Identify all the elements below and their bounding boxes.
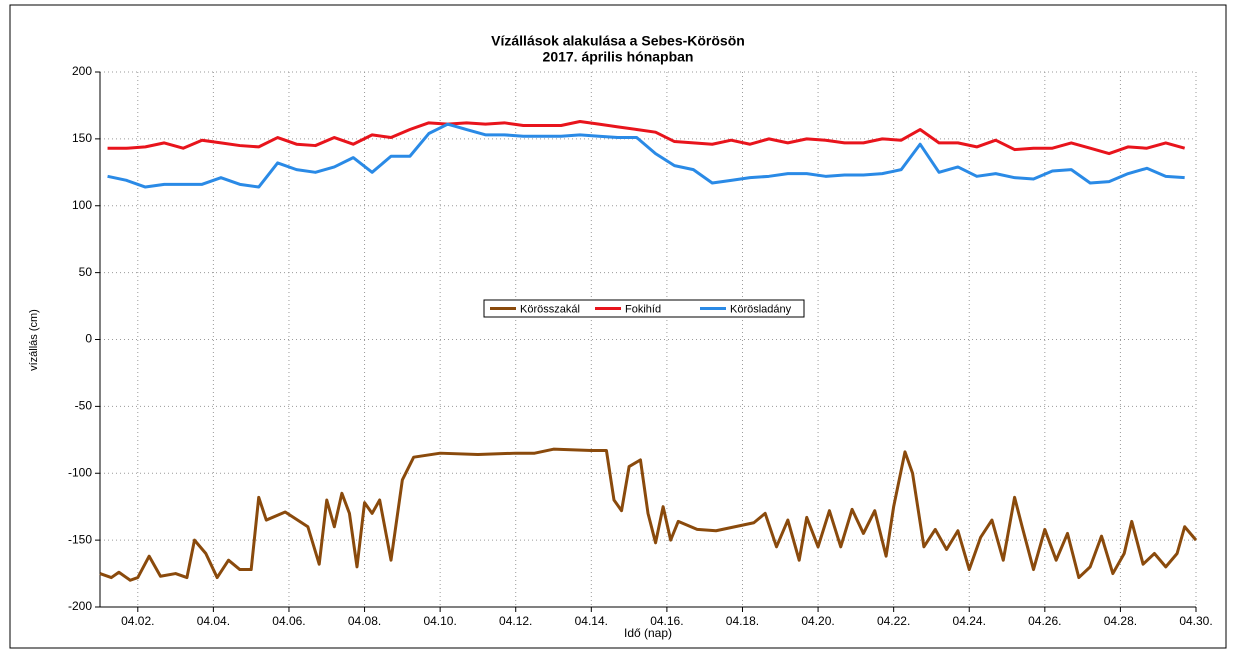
x-axis-label: Idő (nap)	[624, 626, 672, 640]
x-tick-label: 04.12.	[499, 614, 532, 628]
y-tick-label: -150	[68, 532, 92, 546]
legend-label: Körösladány	[730, 303, 792, 315]
y-tick-label: 50	[79, 265, 93, 279]
y-tick-label: -100	[68, 465, 92, 479]
x-tick-label: 04.14.	[575, 614, 608, 628]
y-tick-label: -50	[75, 399, 93, 413]
x-tick-label: 04.20.	[801, 614, 834, 628]
x-tick-label: 04.16.	[650, 614, 683, 628]
x-tick-label: 04.10.	[423, 614, 456, 628]
legend-label: Fokihíd	[625, 303, 661, 315]
series-line	[99, 447, 1198, 582]
y-tick-label: 150	[72, 131, 92, 145]
y-tick-label: -200	[68, 599, 92, 613]
chart-title: Vízállások alakulása a Sebes-Körösön	[491, 33, 745, 49]
series-line	[107, 119, 1186, 156]
x-tick-label: 04.08.	[348, 614, 381, 628]
y-tick-label: 200	[72, 64, 92, 78]
y-tick-label: 0	[85, 332, 92, 346]
series-line	[107, 122, 1185, 189]
x-tick-label: 04.06.	[272, 614, 305, 628]
y-tick-label: 100	[72, 198, 92, 212]
x-tick-label: 04.02.	[121, 614, 154, 628]
y-axis-label: vízállás (cm)	[28, 309, 40, 371]
chart-subtitle: 2017. április hónapban	[543, 49, 694, 65]
x-tick-label: 04.18.	[726, 614, 759, 628]
x-tick-label: 04.22.	[877, 614, 910, 628]
x-tick-label: 04.26.	[1028, 614, 1061, 628]
x-tick-label: 04.24.	[953, 614, 986, 628]
x-tick-label: 04.30.	[1179, 614, 1212, 628]
x-tick-label: 04.28.	[1104, 614, 1137, 628]
legend-label: Körösszakál	[520, 303, 580, 315]
legend-box	[483, 299, 805, 318]
x-tick-label: 04.04.	[197, 614, 230, 628]
frame	[9, 4, 1227, 649]
